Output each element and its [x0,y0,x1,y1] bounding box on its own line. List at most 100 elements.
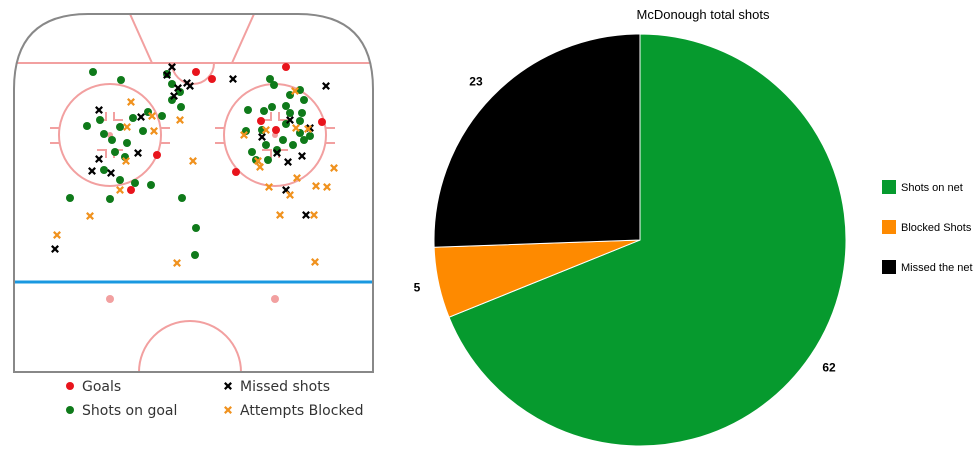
trapezoid-right [231,14,255,64]
blocked-shot-marker [276,211,284,219]
on_goal-shot-marker [270,81,278,89]
blocked-shot-marker [292,124,300,132]
missed-shot-marker [51,245,59,253]
pie-legend-swatch-0 [882,180,896,194]
blocked-shot-marker [304,125,312,133]
blocked-shot-marker [176,116,184,124]
on_goal-shot-marker [264,156,272,164]
on_goal-shot-marker [268,103,276,111]
blocked-shot-marker [240,131,248,139]
pie-slices [433,33,847,447]
missed-shot-marker [168,63,176,71]
goals-shot-marker [282,63,290,71]
on_goal-shot-marker [300,96,308,104]
blocked-shot-marker [262,126,270,134]
blocked-shot-marker [148,112,156,120]
on_goal-shot-marker [96,116,104,124]
goals-legend-label: Goals [82,379,121,395]
pie-legend-swatch-1 [882,220,896,234]
on_goal-shot-marker [266,75,274,83]
goals-shot-marker [232,168,240,176]
goals-shot-marker [153,151,161,159]
on_goal-shot-marker [262,141,270,149]
goals-shot-marker [127,186,135,194]
on_goal-shot-marker [116,176,124,184]
pie-data-label-0: 62 [822,360,836,374]
on_goal-shot-marker [168,80,176,88]
missed-shot-marker [107,169,115,177]
on_goal-shot-marker [106,195,114,203]
blocked-shot-marker [127,98,135,106]
blocked-shot-marker [312,182,320,190]
missed-shot-marker [302,211,310,219]
on_goal-shot-marker [100,130,108,138]
blocked-shot-marker [323,183,331,191]
goals-shot-marker [257,117,265,125]
pie-legend-label-0: Shots on net [901,182,963,194]
pie-slice-2 [433,33,641,248]
on_goal-shot-marker [139,127,147,135]
on_goal-shot-marker [158,112,166,120]
pie-slice-1 [433,239,641,318]
blocked-shot-marker [286,191,294,199]
missed-shot-marker [170,92,178,100]
on_goal-shot-marker [177,103,185,111]
on_goal-shot-marker [131,179,139,187]
goals-shot-marker [318,118,326,126]
goals-shot-marker [192,68,200,76]
blocked-legend-marker [224,406,232,414]
missed-shot-marker [95,106,103,114]
blocked-shot-marker [310,211,318,219]
blocked-shot-marker [293,174,301,182]
on_goal-shot-marker [129,114,137,122]
on_goal-shot-marker [306,132,314,140]
blocked-legend-label: Attempts Blocked [240,403,364,419]
missed-shot-marker [273,149,281,157]
blocked-shot-marker [173,259,181,267]
neutral-dot-right [271,295,279,303]
missed-shot-marker [258,133,266,141]
on_goal-shot-marker [176,88,184,96]
on_goal-shot-marker [298,109,306,117]
rink-boards [13,13,374,373]
blocked-shot-marker [311,258,319,266]
blocked-shot-marker [86,212,94,220]
pie-slice-0 [448,33,847,447]
on_goal-shot-marker [108,136,116,144]
missed-shot-marker [284,158,292,166]
rink-markings [14,14,373,372]
on_goal-shot-marker [286,109,294,117]
blocked-shot-marker [116,186,124,194]
blocked-shot-marker [256,163,264,171]
on_goal-shot-marker [123,139,131,147]
on_goal-shot-marker [192,224,200,232]
pie-title: McDonough total shots [637,7,770,22]
on_goal-legend-label: Shots on goal [82,403,177,419]
on_goal-shot-marker [279,136,287,144]
missed-shot-marker [134,149,142,157]
blocked-shot-marker [53,231,61,239]
on_goal-shot-marker [168,96,176,104]
missed-shot-marker [186,82,194,90]
pie-legend-swatch-2 [882,260,896,274]
on_goal-shot-marker [289,141,297,149]
on_goal-shot-marker [116,123,124,131]
on_goal-shot-marker [282,102,290,110]
missed-shot-marker [95,155,103,163]
goals-legend-marker [66,382,74,390]
goals-shot-marker [208,75,216,83]
on_goal-shot-marker [296,117,304,125]
missed-shot-marker [163,71,171,79]
missed-legend-marker [224,382,232,390]
on_goal-shot-marker [178,194,186,202]
missed-shot-marker [174,84,182,92]
blocked-shot-marker [254,157,262,165]
center-circle [138,320,242,372]
on_goal-shot-marker [248,148,256,156]
shot-map-legend: Goals Shots on goal Missed shots Attempts B… [66,379,364,419]
neutral-dot-left [106,295,114,303]
missed-shot-marker [88,167,96,175]
blocked-shot-marker [330,164,338,172]
faceoff-circle-left [58,83,162,187]
pie-legend: Shots on net Blocked Shots Missed the net [882,180,973,274]
